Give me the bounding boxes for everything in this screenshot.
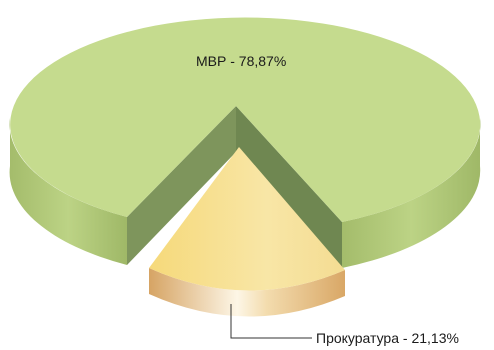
label-leader-line — [230, 304, 312, 339]
label-mvr: МВР - 78,87% — [196, 53, 286, 69]
slice-mvr — [10, 17, 481, 222]
slice-mvr-side — [9, 118, 127, 265]
slice-prokuratura — [149, 147, 345, 291]
slice-mvr-side — [342, 118, 481, 268]
slice-mvr-cut-face — [236, 106, 342, 268]
slice-mvr-cut-face — [127, 106, 236, 265]
slice-prokuratura-side — [149, 268, 345, 317]
label-prokuratura: Прокуратура - 21,13% — [316, 330, 459, 346]
